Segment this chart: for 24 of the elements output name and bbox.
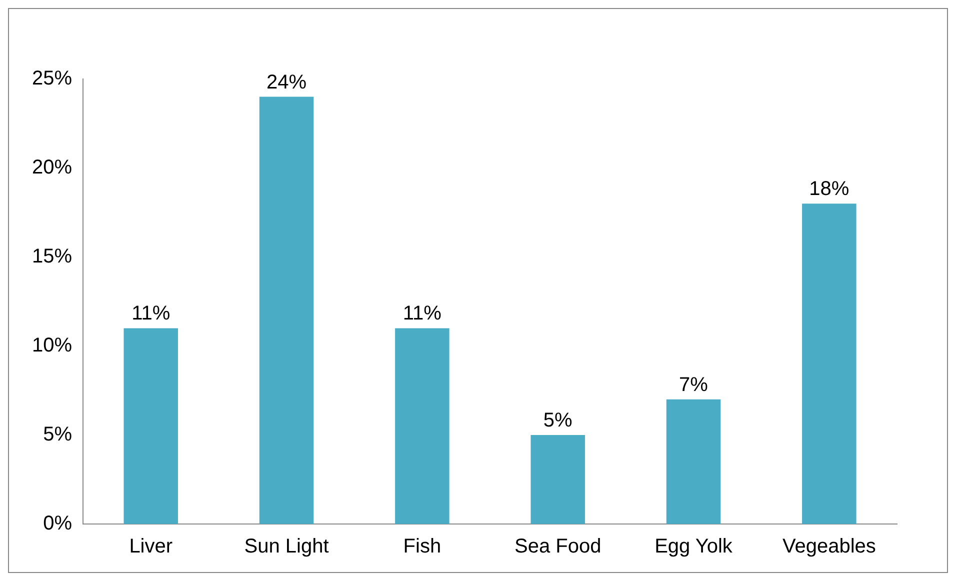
x-tick-label: Liver [129,536,173,558]
bar [124,328,178,524]
y-tick-label: 10% [32,334,72,357]
y-tick-label: 5% [43,424,72,446]
bar [666,399,721,524]
y-tick-label: 15% [32,246,72,268]
bar [259,96,314,524]
data-label: 11% [132,302,170,325]
bar [530,435,585,524]
x-tick-label: Sun Light [244,536,330,558]
bar [802,204,856,524]
data-label: 24% [266,71,307,94]
x-tick-label: Fish [403,536,442,558]
data-label: 18% [809,178,850,200]
y-tick-label: 25% [32,68,72,90]
data-label: 5% [543,410,573,432]
bar [395,328,450,524]
x-tick-label: Sea Food [514,536,602,558]
data-label: 11% [402,302,442,325]
x-tick-label: Vegeables [782,536,876,558]
x-tick-label: Egg Yolk [654,536,734,558]
y-tick-label: 0% [43,512,72,535]
y-tick-label: 20% [32,156,72,179]
data-label: 7% [679,374,708,396]
